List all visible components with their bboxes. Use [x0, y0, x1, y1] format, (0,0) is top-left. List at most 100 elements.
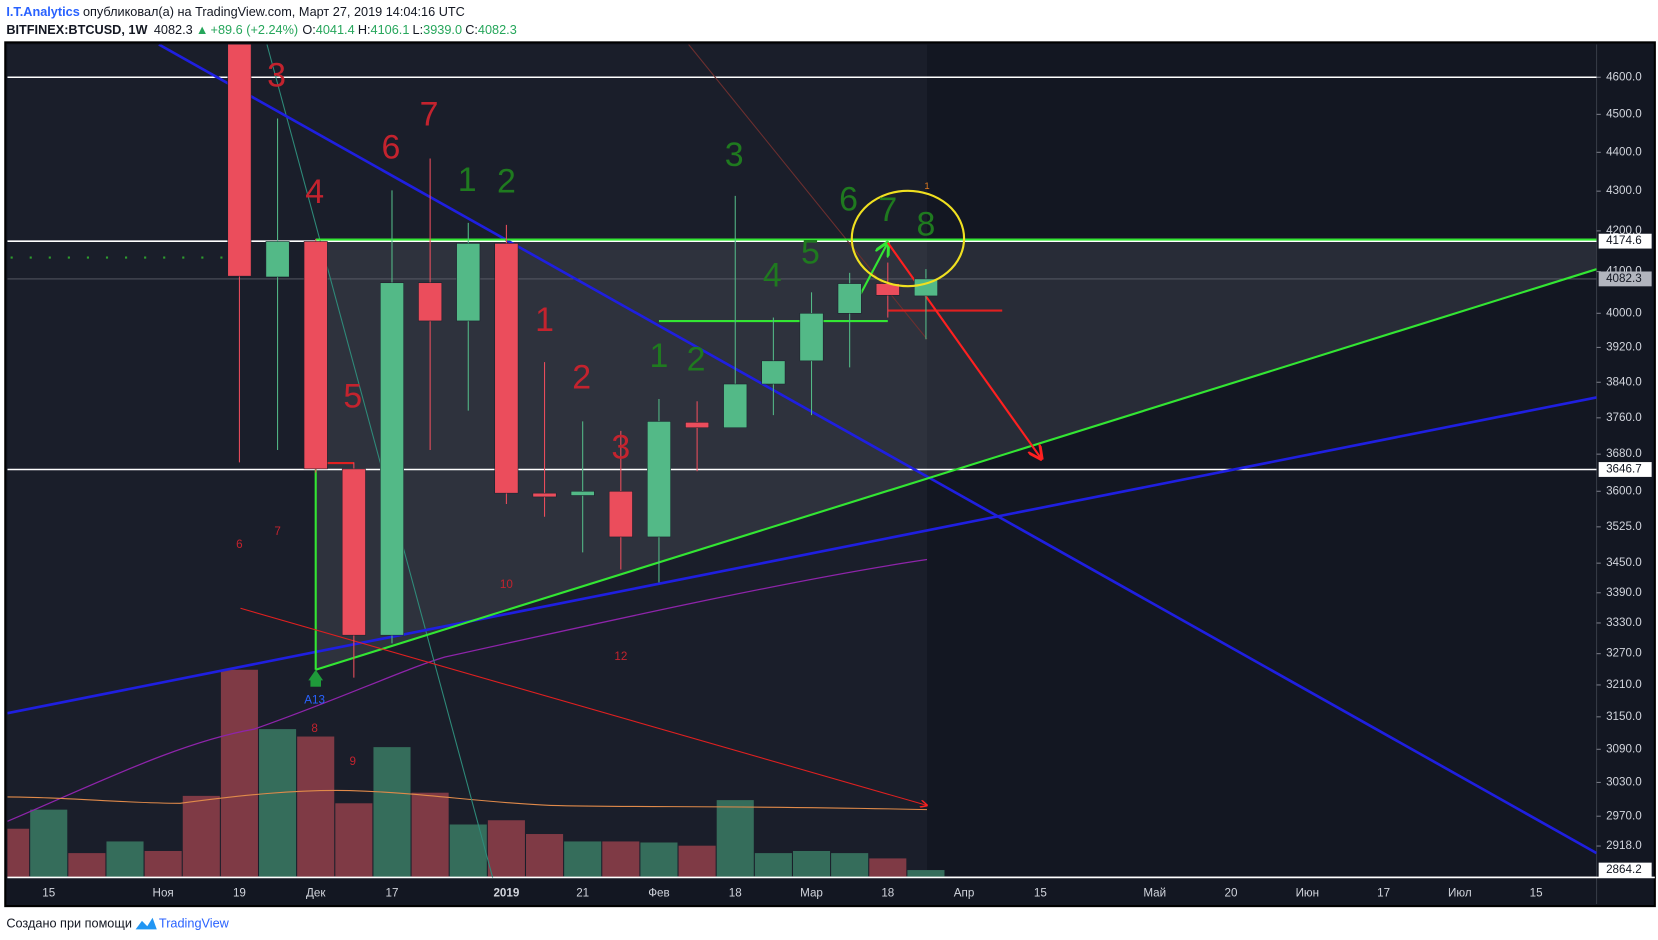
candle-body	[685, 422, 710, 428]
volume-bar	[487, 820, 525, 878]
candle-body	[532, 492, 557, 498]
level-box	[1598, 462, 1652, 477]
annotation: 1	[535, 301, 554, 339]
candle-body	[380, 282, 404, 636]
footer-brand[interactable]: TradingView	[159, 915, 230, 930]
x-tick-label: 19	[233, 886, 246, 899]
header-line: I.T.Analytics опубликовал(а) на TradingVi…	[6, 4, 464, 19]
volume-bar	[831, 853, 869, 878]
x-tick-label: 15	[42, 886, 55, 899]
brand-logo[interactable]	[135, 917, 157, 930]
y-tick-label: 4000.0	[1606, 306, 1642, 319]
volume-bar	[297, 736, 335, 878]
y-tick-label: 3760.0	[1606, 411, 1642, 424]
y-tick-label: 3390.0	[1606, 586, 1642, 599]
o: 4041.4	[316, 22, 355, 37]
x-tick-label: 21	[576, 886, 589, 899]
annotation: 3	[267, 56, 286, 94]
annotation: 6	[236, 538, 242, 551]
volume-bar	[335, 803, 373, 878]
y-tick-label: 3210.0	[1606, 678, 1642, 691]
volume-bar	[640, 842, 678, 878]
annotation: 3	[725, 136, 744, 174]
volume-bar	[144, 850, 182, 878]
annotation: 2	[497, 162, 516, 200]
level-label: 2864.2	[1606, 863, 1642, 876]
l: 3939.0	[423, 22, 462, 37]
y-tick-label: 3600.0	[1606, 484, 1642, 497]
volume-bar	[792, 850, 831, 878]
volume-bar	[678, 845, 716, 878]
arrow	[240, 607, 927, 805]
x-tick-label: Май	[1143, 886, 1166, 899]
change: +89.6 (+2.24%)	[211, 22, 299, 37]
annotation: 7	[878, 191, 897, 229]
o-label: O:	[302, 22, 315, 37]
volume-bar	[564, 841, 602, 878]
author[interactable]: I.T.Analytics	[6, 4, 79, 19]
x-tick-label: Мар	[800, 886, 823, 899]
candle-body	[265, 241, 290, 278]
annotation: 5	[343, 377, 362, 415]
candle-body	[914, 278, 938, 297]
thin-diagonal	[266, 44, 494, 878]
y-tick-label: 3330.0	[1606, 616, 1642, 629]
triangle-shade	[315, 241, 1597, 670]
level-label: 4174.6	[1606, 234, 1642, 247]
y-tick-label: 3150.0	[1606, 710, 1642, 723]
y-tick-label: 3525.0	[1606, 520, 1642, 533]
volume-bar	[259, 729, 297, 878]
x-tick-label: Дек	[306, 886, 326, 899]
volume-bar	[106, 841, 144, 878]
h: 4106.1	[371, 22, 410, 37]
symbol: BITFINEX:BTCUSD, 1W	[6, 22, 147, 37]
candle-body	[456, 243, 481, 322]
candles	[227, 44, 938, 678]
annotation: 6	[839, 180, 858, 218]
y-tick-label: 3270.0	[1606, 647, 1642, 660]
volume-bar	[602, 841, 640, 878]
level-label: 3646.7	[1606, 463, 1642, 476]
x-tick-label: Ноя	[153, 886, 174, 899]
annotation: 12	[614, 650, 627, 663]
x-tick-label: Июн	[1296, 886, 1320, 899]
candle-body	[761, 360, 786, 385]
annotation: 2	[687, 340, 706, 378]
candle-body	[799, 313, 824, 362]
annotation: 3	[611, 428, 630, 466]
y-tick-label: 3450.0	[1606, 556, 1642, 569]
h-label: H:	[358, 22, 371, 37]
x-tick-label: 18	[881, 886, 894, 899]
symbol-line: BITFINEX:BTCUSD, 1W 4082.3 ▲ +89.6 (+2.24%)…	[6, 22, 516, 37]
x-tick-label: 15	[1034, 886, 1047, 899]
history-region	[7, 44, 927, 878]
y-tick-label: 3840.0	[1606, 375, 1642, 388]
annotation: 8	[917, 206, 936, 244]
volume-bar	[526, 834, 564, 878]
x-tick-label: 20	[1225, 886, 1238, 899]
annotation: 2	[572, 358, 591, 396]
y-tick-label: 4300.0	[1606, 184, 1642, 197]
x-tick-label: 18	[729, 886, 742, 899]
volume-ma	[7, 789, 928, 811]
volume-bar	[7, 828, 30, 878]
trend-line	[315, 268, 1597, 671]
y-tick-label: 4600.0	[1606, 70, 1642, 83]
last-price-box	[1598, 271, 1652, 287]
y-tick-label: 3030.0	[1606, 776, 1642, 789]
arrow: ▲	[196, 22, 209, 37]
x-tick-label: 2019	[493, 886, 519, 899]
x-tick-label: Фев	[648, 886, 670, 899]
level-box	[1598, 862, 1652, 878]
y-tick-label: 4500.0	[1606, 107, 1642, 120]
candle-body	[494, 243, 519, 494]
volume-bar	[30, 809, 68, 878]
drawings	[7, 44, 1597, 878]
x-tick-label: Апр	[954, 886, 975, 899]
annotation: 1	[650, 337, 669, 375]
annotation: 7	[420, 96, 439, 134]
trend-line	[158, 44, 1597, 855]
l-label: L:	[413, 22, 424, 37]
